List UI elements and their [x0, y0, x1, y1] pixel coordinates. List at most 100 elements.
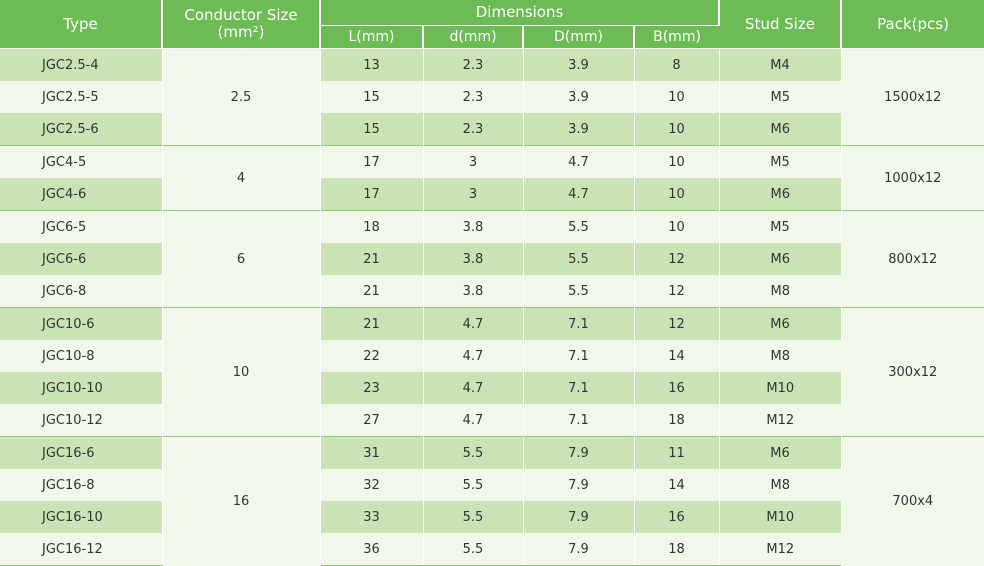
- table-row: JGC6-8 21 3.8 5.5 12 M8: [0, 275, 984, 308]
- table-row: JGC16-8 32 5.5 7.9 14 M8: [0, 469, 984, 501]
- table-row: JGC2.5-5 15 2.3 3.9 10 M5: [0, 81, 984, 113]
- cell-pack: 800x12: [841, 210, 984, 308]
- cell-l: 21: [320, 307, 424, 340]
- cell-l: 13: [320, 48, 424, 81]
- cell-stud-size: M5: [719, 81, 842, 113]
- table-row: JGC6-5 6 18 3.8 5.5 10 M5 800x12: [0, 210, 984, 308]
- cell-l: 18: [320, 210, 424, 243]
- cell-type: JGC10-12: [0, 404, 163, 437]
- cell-d-small: 2.3: [423, 48, 524, 81]
- cell-stud-size: M5: [719, 145, 842, 178]
- cell-d-large: 7.9: [523, 501, 635, 533]
- cell-type: JGC10-6: [0, 307, 163, 340]
- cell-stud-size: M6: [719, 243, 842, 275]
- cell-d-large: 5.5: [523, 243, 635, 275]
- cell-stud-size: M8: [719, 469, 842, 501]
- cell-stud-size: M6: [719, 436, 842, 469]
- cell-l: 23: [320, 372, 424, 404]
- cell-stud-size: M10: [719, 501, 842, 533]
- cell-d-large: 4.7: [523, 145, 635, 178]
- cell-d-large: 4.7: [523, 178, 635, 211]
- cell-type: JGC10-10: [0, 372, 163, 404]
- header-dimensions: Dimensions: [320, 0, 721, 26]
- cell-pack: 300x12: [841, 307, 984, 437]
- cell-d-small: 2.3: [423, 81, 524, 113]
- cell-type: JGC2.5-5: [0, 81, 163, 113]
- cell-type: JGC2.5-6: [0, 113, 163, 146]
- header-pack: Pack(pcs): [841, 0, 984, 49]
- cell-l: 22: [320, 340, 424, 372]
- cell-type: JGC2.5-4: [0, 48, 163, 81]
- cell-d-large: 7.1: [523, 404, 635, 437]
- cell-d-large: 3.9: [523, 113, 635, 146]
- cell-pack: 700x4: [841, 436, 984, 566]
- cell-b: 10: [634, 210, 720, 243]
- cell-d-small: 3.8: [423, 243, 524, 275]
- header-conductor-unit: (mm²): [217, 23, 265, 41]
- cell-type: JGC16-12: [0, 533, 163, 566]
- cell-stud-size: M5: [719, 210, 842, 243]
- cell-l: 17: [320, 145, 424, 178]
- cell-d-small: 3: [423, 145, 524, 178]
- cell-l: 36: [320, 533, 424, 566]
- cell-type: JGC4-5: [0, 145, 163, 178]
- cell-stud-size: M6: [719, 307, 842, 340]
- cell-conductor-size: 2.5: [162, 48, 321, 146]
- cell-b: 12: [634, 275, 720, 308]
- cell-stud-size: M8: [719, 275, 842, 308]
- cell-conductor-size: 10: [162, 307, 321, 437]
- cell-d-small: 3: [423, 178, 524, 211]
- cell-l: 33: [320, 501, 424, 533]
- header-l: L(mm): [320, 25, 424, 49]
- cell-b: 18: [634, 533, 720, 566]
- cell-d-small: 3.8: [423, 210, 524, 243]
- cell-stud-size: M10: [719, 372, 842, 404]
- cell-b: 10: [634, 178, 720, 211]
- cell-d-large: 7.9: [523, 436, 635, 469]
- cell-stud-size: M6: [719, 113, 842, 146]
- cell-conductor-size: 6: [162, 210, 321, 308]
- header-conductor-size: Conductor Size (mm²): [162, 0, 321, 49]
- cell-pack: 1000x12: [841, 145, 984, 211]
- cell-conductor-size: 4: [162, 145, 321, 211]
- header-b: B(mm): [634, 25, 720, 49]
- cell-d-small: 4.7: [423, 372, 524, 404]
- cell-d-large: 3.9: [523, 81, 635, 113]
- table-row: JGC10-12 27 4.7 7.1 18 M12: [0, 404, 984, 437]
- cell-b: 12: [634, 243, 720, 275]
- table-row: JGC16-10 33 5.5 7.9 16 M10: [0, 501, 984, 533]
- cell-d-small: 2.3: [423, 113, 524, 146]
- cell-l: 21: [320, 275, 424, 308]
- header-stud-size: Stud Size: [719, 0, 843, 49]
- cell-l: 15: [320, 113, 424, 146]
- table-row: JGC4-6 17 3 4.7 10 M6: [0, 178, 984, 211]
- table-row: JGC2.5-4 2.5 13 2.3 3.9 8 M4 1500x12: [0, 48, 984, 146]
- cell-l: 27: [320, 404, 424, 437]
- cell-b: 16: [634, 501, 720, 533]
- header-conductor-label: Conductor Size: [184, 6, 298, 24]
- cell-b: 11: [634, 436, 720, 469]
- cell-type: JGC10-8: [0, 340, 163, 372]
- cell-d-large: 5.5: [523, 275, 635, 308]
- table-body: JGC2.5-4 2.5 13 2.3 3.9 8 M4 1500x12 JGC2.5-5 15 2…: [0, 48, 984, 566]
- table-row: JGC2.5-6 15 2.3 3.9 10 M6: [0, 113, 984, 146]
- cell-type: JGC6-8: [0, 275, 163, 308]
- cell-d-small: 4.7: [423, 340, 524, 372]
- cell-b: 10: [634, 113, 720, 146]
- cell-l: 31: [320, 436, 424, 469]
- cell-d-small: 5.5: [423, 436, 524, 469]
- cell-stud-size: M4: [719, 48, 842, 81]
- cell-b: 14: [634, 340, 720, 372]
- cell-b: 14: [634, 469, 720, 501]
- cell-l: 32: [320, 469, 424, 501]
- cell-l: 15: [320, 81, 424, 113]
- cell-d-large: 7.1: [523, 340, 635, 372]
- cell-stud-size: M6: [719, 178, 842, 211]
- cell-d-small: 4.7: [423, 404, 524, 437]
- cell-stud-size: M12: [719, 404, 842, 437]
- table-row: JGC16-6 16 31 5.5 7.9 11 M6 700x4: [0, 436, 984, 566]
- cell-type: JGC6-6: [0, 243, 163, 275]
- cell-type: JGC16-8: [0, 469, 163, 501]
- header-d-small: d(mm): [423, 25, 524, 49]
- cell-b: 16: [634, 372, 720, 404]
